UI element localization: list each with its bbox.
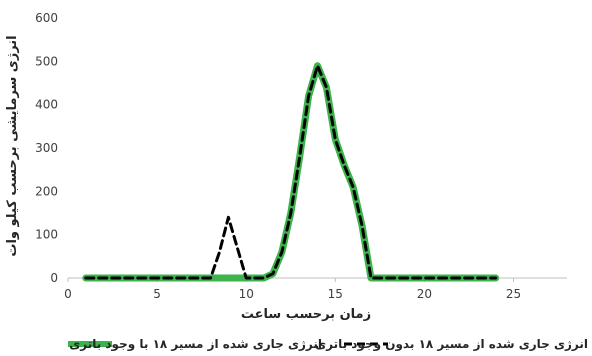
y-axis-title: انرژی سرمایشی برحسب کیلو وات xyxy=(5,35,20,256)
y-tick-label: 200 xyxy=(35,184,58,198)
x-tick-label: 0 xyxy=(64,287,72,301)
series-layer xyxy=(82,62,500,282)
y-tick-label: 600 xyxy=(35,11,58,25)
legend-label-2: انرژی جاری شده از مسیر ۱۸ با وجود باتری xyxy=(69,337,322,352)
x-tick-label: 5 xyxy=(153,287,161,301)
series-line-1 xyxy=(82,62,500,282)
y-tick-label: 500 xyxy=(35,54,58,68)
y-tick-label: 100 xyxy=(35,228,58,242)
x-tick-label: 25 xyxy=(506,287,521,301)
x-axis-title: زمان برحسب ساعت xyxy=(241,307,371,322)
x-tick-label: 10 xyxy=(239,287,254,301)
y-tick-label: 300 xyxy=(35,141,58,155)
y-tick-label: 0 xyxy=(50,271,58,285)
legend-label-1: انرژی جاری شده از مسیر ۱۸ بدون وجود باتر… xyxy=(315,337,588,352)
x-tick-label: 20 xyxy=(417,287,432,301)
chart-axes: 0 5 10 15 20 25 0 100 200 300 400 500 600 xyxy=(35,11,567,301)
x-tick-label: 15 xyxy=(328,287,343,301)
y-tick-label: 400 xyxy=(35,98,58,112)
series-line-2 xyxy=(84,64,498,280)
legend: انرژی جاری شده از مسیر ۱۸ بدون وجود باتر… xyxy=(68,337,588,352)
